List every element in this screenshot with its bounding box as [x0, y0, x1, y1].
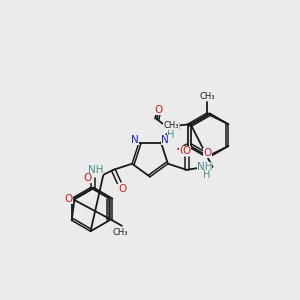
Text: N: N	[161, 135, 169, 145]
Text: CH₃: CH₃	[200, 92, 215, 101]
Text: O: O	[83, 173, 92, 183]
Text: NH: NH	[197, 162, 212, 172]
Text: O: O	[64, 194, 73, 203]
Text: O: O	[203, 148, 211, 158]
Text: O: O	[118, 184, 126, 194]
Text: H: H	[167, 130, 174, 140]
Text: CH₃: CH₃	[163, 122, 179, 130]
Text: NH: NH	[165, 122, 181, 132]
Text: N: N	[131, 135, 139, 145]
Text: O: O	[155, 105, 163, 116]
Text: O: O	[179, 146, 187, 156]
Text: NH: NH	[88, 165, 103, 175]
Text: H: H	[203, 170, 210, 180]
Text: CH₃: CH₃	[112, 228, 128, 237]
Text: H: H	[84, 173, 91, 183]
Text: O: O	[183, 146, 191, 156]
